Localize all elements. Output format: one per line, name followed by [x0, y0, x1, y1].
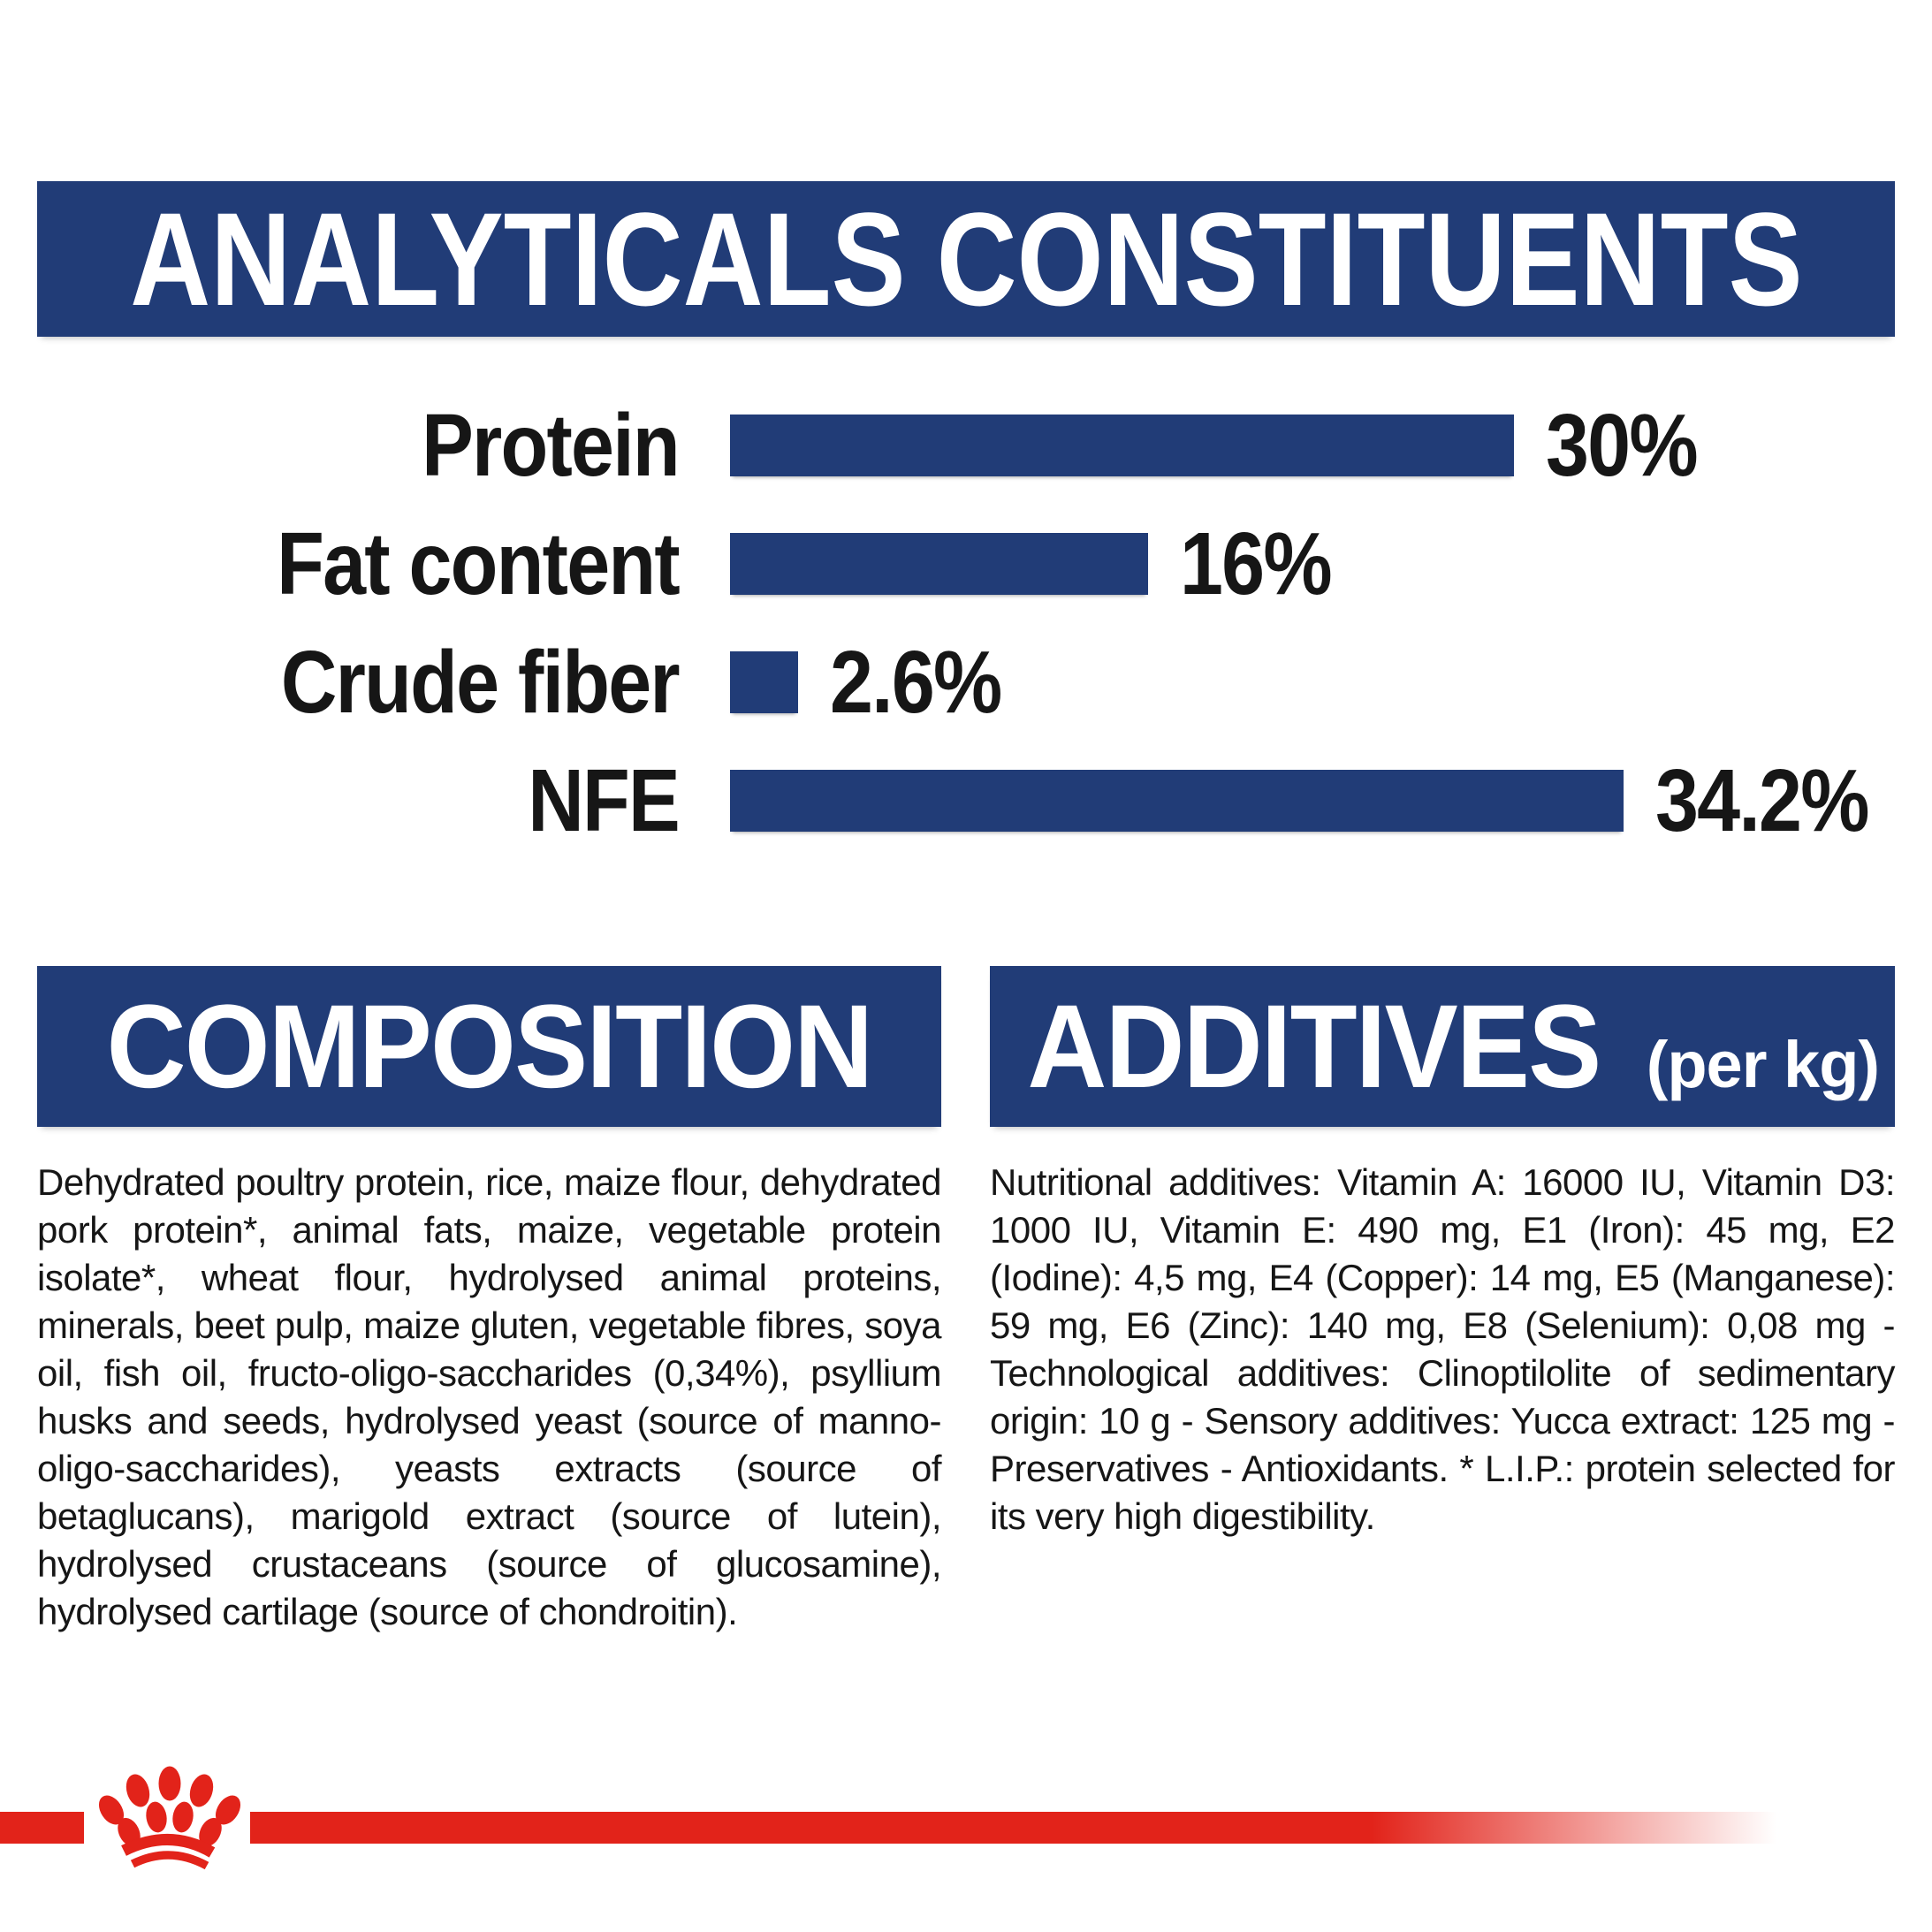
- additives-text: Nutritional additives: Vitamin A: 16000 …: [990, 1161, 1896, 1537]
- chart-category-label: Crude fiber: [280, 632, 681, 732]
- analyticals-banner: ANALYTICALS CONSTITUENTS: [37, 181, 1895, 337]
- chart-value-label: 34.2%: [1655, 750, 1869, 850]
- additives-banner: ADDITIVES (per kg): [990, 966, 1895, 1127]
- royal-canin-crown-logo: [98, 1766, 241, 1870]
- chart-value-label: 30%: [1546, 395, 1699, 495]
- red-divider-line-right: [250, 1812, 1807, 1844]
- composition-banner: COMPOSITION: [37, 966, 941, 1127]
- chart-category-label: Fat content: [277, 513, 681, 613]
- chart-row: NFE 34.2%: [37, 751, 1895, 850]
- additives-title-suffix: (per kg): [1646, 1027, 1880, 1101]
- additives-section: ADDITIVES (per kg) Nutritional additives…: [990, 966, 1896, 1540]
- red-divider-line-left: [0, 1812, 84, 1844]
- chart-bar: [730, 651, 798, 713]
- chart-row: Fat content 16%: [37, 514, 1895, 613]
- chart-category-label: Protein: [422, 395, 681, 495]
- analyticals-title: ANALYTICALS CONSTITUENTS: [129, 184, 1803, 333]
- chart-row: Protein 30%: [37, 396, 1895, 495]
- chart-value-label: 2.6%: [830, 632, 1002, 732]
- chart-row: Crude fiber 2.6%: [37, 633, 1895, 732]
- chart-category-label: NFE: [528, 750, 680, 850]
- chart-value-label: 16%: [1180, 513, 1333, 613]
- composition-section: COMPOSITION Dehydrated poultry protein, …: [37, 966, 942, 1636]
- chart-bar: [730, 415, 1514, 476]
- composition-text: Dehydrated poultry protein, rice, maize …: [37, 1161, 942, 1632]
- additives-title: ADDITIVES: [1027, 980, 1601, 1113]
- chart-bar: [730, 770, 1624, 832]
- composition-title: COMPOSITION: [106, 980, 874, 1113]
- chart-bar: [730, 533, 1148, 595]
- analytical-constituents-chart: Protein 30% Fat content 16% Crude fiber …: [37, 396, 1895, 888]
